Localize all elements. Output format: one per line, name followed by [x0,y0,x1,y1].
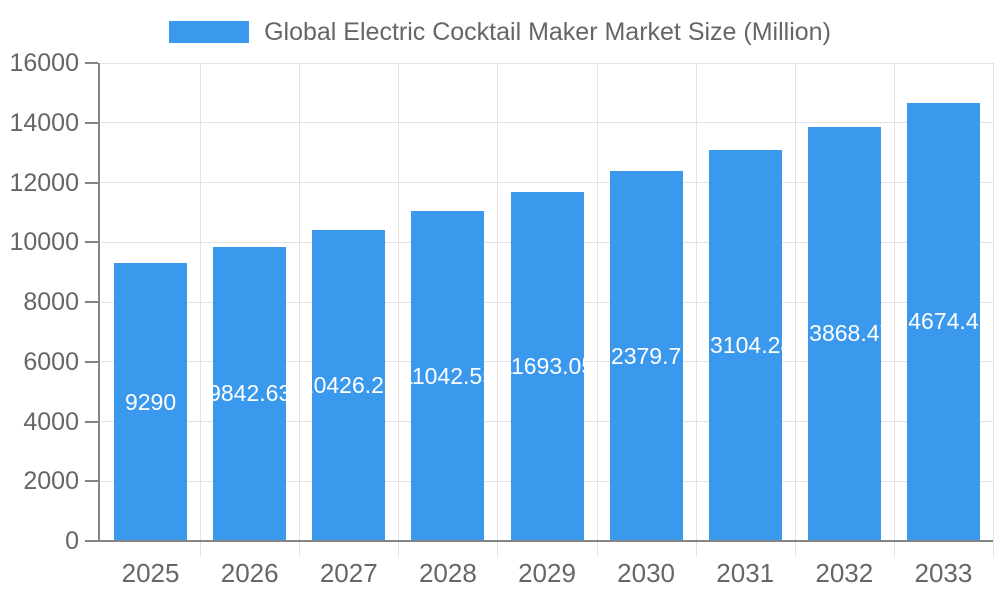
bar-value-label: 14674.45 [907,308,980,335]
gridline-vertical [299,63,301,557]
bar-value-label: 11042.55 [411,362,484,389]
gridline-vertical [695,63,697,557]
legend[interactable]: Global Electric Cocktail Maker Market Si… [0,16,1000,48]
gridline-vertical [794,63,796,557]
bar-value-label: 9290 [124,388,177,415]
x-axis-tick-label: 2027 [319,558,378,588]
gridline-vertical [596,63,598,557]
x-axis-line [98,540,993,542]
y-axis-tick-label: 0 [65,527,79,555]
bar-2027[interactable]: 10426.28 [312,229,386,541]
bar-value-label: 10426.28 [312,371,385,398]
y-axis-tick-label: 6000 [23,347,79,376]
gridline-horizontal [101,182,993,183]
gridline-vertical [398,63,400,557]
bar-value-label: 13104.28 [709,331,782,358]
y-axis-tick-label: 2000 [23,467,79,496]
bar-2025[interactable]: 9290 [114,263,188,541]
y-axis-tick [85,241,98,244]
bar-2031[interactable]: 13104.28 [708,149,782,541]
y-axis-tick-label: 16000 [9,49,79,77]
y-axis-tick [85,360,98,363]
y-axis-tick [85,301,98,303]
x-axis-tick-label: 2031 [716,558,775,588]
x-axis-tick-label: 2029 [518,558,576,588]
x-axis-tick-label: 2026 [220,558,279,588]
legend-label: Global Electric Cocktail Maker Market Si… [264,17,831,46]
bar-value-label: 12379.71 [610,342,683,369]
bar-2026[interactable]: 9842.63 [213,246,287,541]
gridline-vertical [893,63,895,557]
y-axis-tick-label: 14000 [9,108,79,137]
y-axis-line [98,63,100,541]
y-axis-tick [85,420,98,423]
x-axis-tick-label: 2032 [815,558,874,588]
bar-value-label: 11693.05 [510,352,584,379]
legend-swatch-icon [169,21,250,43]
gridline-horizontal [101,122,993,124]
gridline-horizontal [101,62,993,64]
gridline-vertical [993,63,994,557]
y-axis-tick [85,480,98,483]
bar-2033[interactable]: 14674.45 [906,102,980,541]
y-axis-tick [85,540,98,542]
bar-2029[interactable]: 11693.05 [510,191,584,541]
bar-value-label: 9842.63 [213,380,287,407]
bar-2030[interactable]: 12379.71 [609,171,683,541]
y-axis-tick [85,121,98,124]
y-axis-tick-label: 8000 [23,288,79,316]
x-axis-tick-label: 2028 [418,558,477,588]
x-axis-tick-label: 2030 [617,558,676,588]
gridline-vertical [200,63,202,557]
y-axis-tick [85,62,98,64]
y-axis-tick-label: 12000 [9,168,79,197]
x-axis-tick-label: 2033 [914,558,973,588]
x-axis-tick-label: 2025 [121,558,180,588]
y-axis-tick [85,181,98,184]
bar-2028[interactable]: 11042.55 [411,211,485,541]
y-axis-tick-label: 10000 [9,228,79,257]
y-axis-tick-label: 4000 [23,407,79,436]
gridline-vertical [497,63,499,557]
